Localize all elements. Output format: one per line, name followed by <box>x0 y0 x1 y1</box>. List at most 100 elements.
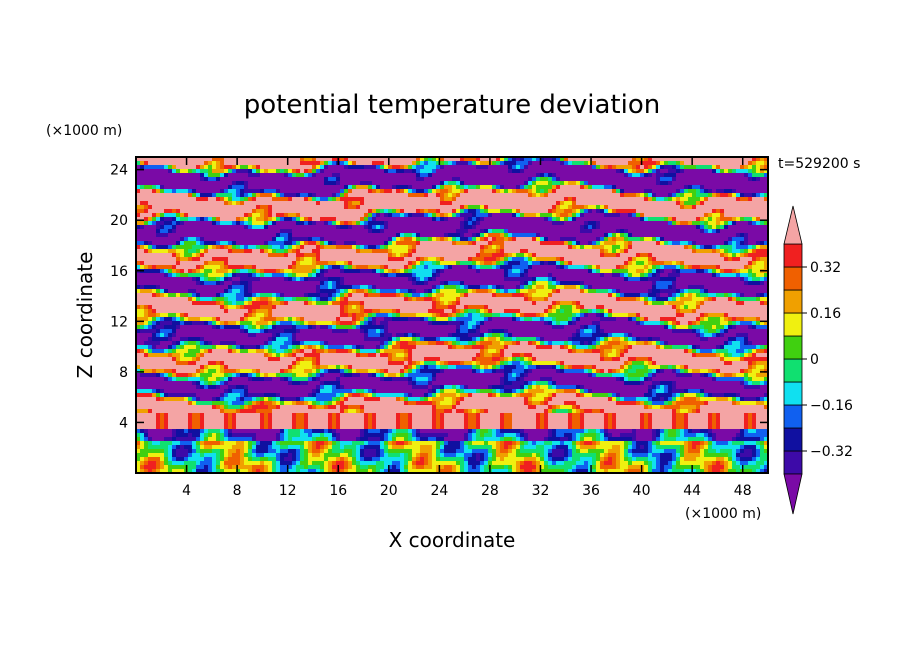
contour-cell <box>528 289 537 294</box>
contour-cell <box>476 213 489 218</box>
contour-cell <box>728 241 733 246</box>
contour-cell <box>512 317 517 322</box>
contour-cell <box>696 245 701 250</box>
contour-cell <box>592 441 597 446</box>
contour-cell <box>356 325 361 330</box>
contour-cell <box>648 169 653 174</box>
contour-cell <box>536 189 541 194</box>
contour-cell <box>480 157 497 162</box>
contour-cell <box>640 277 649 282</box>
contour-cell <box>732 361 749 366</box>
contour-cell <box>624 173 629 178</box>
contour-cell <box>472 441 485 446</box>
contour-cell <box>420 157 425 162</box>
contour-cell <box>688 197 701 202</box>
contour-cell <box>588 389 593 394</box>
contour-cell <box>580 225 585 230</box>
contour-cell <box>576 385 581 390</box>
contour-cell <box>660 433 665 438</box>
contour-cell <box>468 409 473 414</box>
contour-cell <box>624 365 629 370</box>
contour-cell <box>340 289 345 294</box>
contour-cell <box>604 253 617 258</box>
contour-cell <box>336 397 341 402</box>
contour-cell <box>528 257 533 262</box>
contour-cell <box>276 317 285 322</box>
contour-cell <box>468 425 477 430</box>
contour-cell <box>676 397 681 402</box>
contour-cell <box>176 189 189 194</box>
contour-cell <box>256 369 261 374</box>
contour-cell <box>744 293 757 298</box>
contour-cell <box>484 333 489 338</box>
contour-cell <box>232 241 237 246</box>
contour-cell <box>252 281 321 286</box>
contour-cell <box>732 401 737 406</box>
contour-cell <box>160 341 173 346</box>
contour-cell <box>416 209 421 214</box>
contour-cell <box>420 257 425 262</box>
contour-cell <box>240 457 245 462</box>
contour-cell <box>704 333 713 338</box>
contour-cell <box>380 441 385 446</box>
contour-cell <box>740 341 745 346</box>
contour-cell <box>404 453 409 458</box>
contour-cell <box>592 333 609 338</box>
contour-cell <box>512 189 517 194</box>
contour-cell <box>408 437 413 442</box>
contour-cell <box>292 249 297 254</box>
contour-cell <box>340 321 353 326</box>
contour-cell <box>188 193 193 198</box>
contour-cell <box>212 405 217 410</box>
contour-cell <box>548 429 553 434</box>
contour-cell <box>460 389 465 394</box>
contour-cell <box>352 449 357 454</box>
contour-cell <box>736 437 761 442</box>
contour-cell <box>364 213 369 218</box>
contour-cell <box>696 309 768 314</box>
contour-cell <box>560 441 565 446</box>
contour-cell <box>168 165 173 170</box>
contour-cell <box>172 337 181 342</box>
contour-cell <box>472 325 477 330</box>
contour-cell <box>640 253 649 258</box>
contour-cell <box>504 269 509 274</box>
contour-cell <box>660 437 665 442</box>
contour-cell <box>540 241 565 246</box>
contour-cell <box>456 197 565 202</box>
contour-cell <box>288 253 297 258</box>
contour-cell <box>620 369 625 374</box>
contour-cell <box>192 253 197 258</box>
contour-cell <box>432 277 437 282</box>
contour-cell <box>720 425 745 430</box>
contour-cell <box>736 221 749 226</box>
contour-cell <box>536 445 545 450</box>
contour-cell <box>444 233 449 238</box>
contour-cell <box>616 401 637 406</box>
contour-cell <box>388 337 393 342</box>
contour-cell <box>320 381 325 386</box>
contour-cell <box>264 269 277 274</box>
contour-cell <box>612 289 617 294</box>
contour-cell <box>364 421 369 426</box>
contour-cell <box>172 357 177 362</box>
contour-cell <box>300 277 305 282</box>
contour-cell <box>516 445 521 450</box>
contour-cell <box>248 333 257 338</box>
contour-cell <box>244 457 249 462</box>
contour-cell <box>136 277 193 282</box>
contour-cell <box>396 269 401 274</box>
contour-cell <box>284 437 289 442</box>
contour-cell <box>236 397 241 402</box>
contour-cell <box>364 337 389 342</box>
contour-cell <box>248 285 253 290</box>
contour-cell <box>604 429 609 434</box>
contour-cell <box>348 393 353 398</box>
contour-cell <box>332 265 341 270</box>
contour-cell <box>644 321 661 326</box>
contour-cell <box>688 185 693 190</box>
contour-cell <box>288 349 293 354</box>
contour-cell <box>572 337 597 342</box>
contour-cell <box>596 305 605 310</box>
